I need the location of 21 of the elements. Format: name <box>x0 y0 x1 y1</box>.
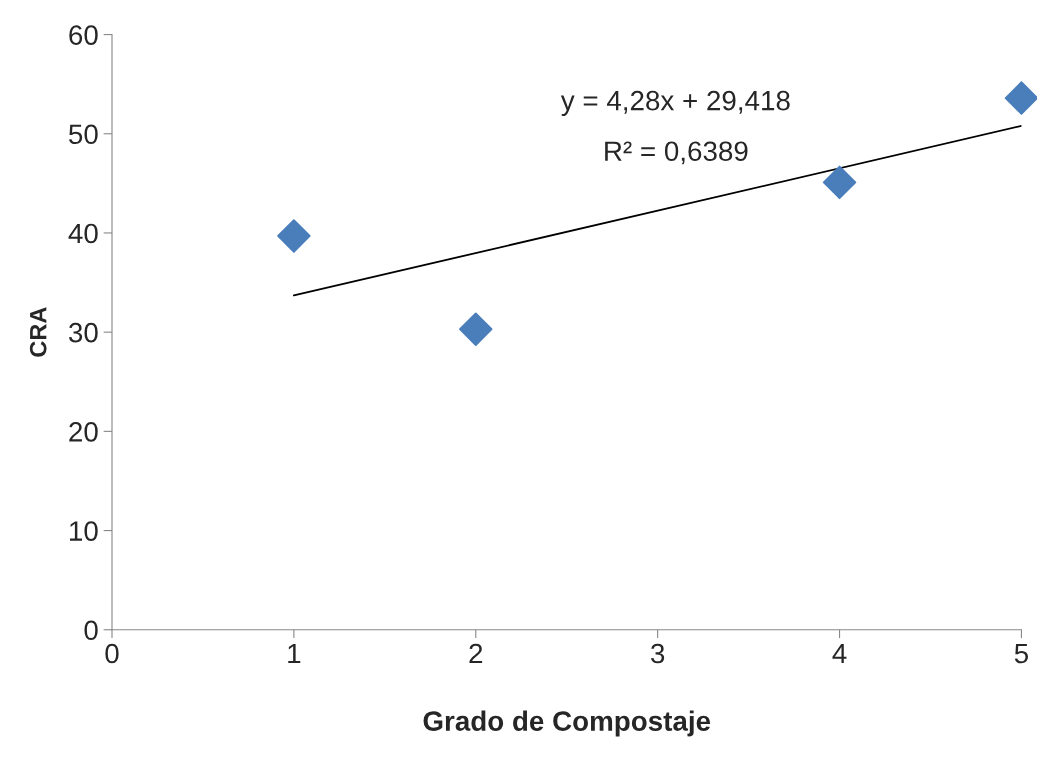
x-tick-label: 4 <box>832 643 847 664</box>
point <box>1004 81 1037 115</box>
annotation: y = 4,28x + 29,418 <box>560 90 790 116</box>
point <box>459 312 493 346</box>
y-tick-label: 20 <box>69 422 98 442</box>
point <box>277 219 311 253</box>
x-tick-label: 1 <box>288 643 301 664</box>
x-tick-label: 2 <box>469 643 483 664</box>
y-tick-label: 10 <box>70 521 98 541</box>
y-tick-label: 50 <box>69 124 98 145</box>
y-tick-label: 0 <box>84 620 98 641</box>
x-tick-label: 3 <box>651 643 665 664</box>
y-tick-label: 40 <box>68 223 98 244</box>
x-tick-label: 5 <box>1014 643 1029 664</box>
x-tick-label: 0 <box>105 643 119 664</box>
x-axis-title: Grado de Compostaje <box>423 710 711 737</box>
point <box>822 165 857 200</box>
y-tick-label: 30 <box>68 322 98 343</box>
annotation: R² = 0,6389 <box>605 141 748 165</box>
y-tick-label: 60 <box>69 25 98 45</box>
y-axis-title: CRA <box>29 307 47 357</box>
